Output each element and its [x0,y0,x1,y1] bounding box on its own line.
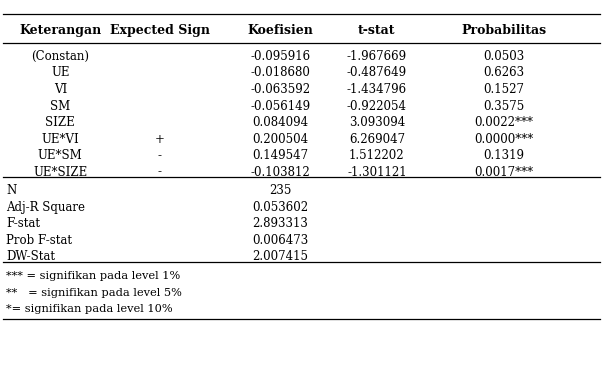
Text: UE: UE [51,66,69,80]
Text: UE*VI: UE*VI [42,133,79,146]
Text: F-stat: F-stat [6,217,40,230]
Text: 2.007415: 2.007415 [253,250,308,263]
Text: 2.893313: 2.893313 [253,217,308,230]
Text: 0.0017***: 0.0017*** [474,166,533,178]
Text: Expected Sign: Expected Sign [110,24,210,37]
Text: UE*SIZE: UE*SIZE [33,166,87,178]
Text: N: N [6,184,16,197]
Text: -0.103812: -0.103812 [250,166,311,178]
Text: -0.018680: -0.018680 [250,66,311,80]
Text: -0.063592: -0.063592 [250,83,311,96]
Text: -1.967669: -1.967669 [347,50,407,63]
Text: **   = signifikan pada level 5%: ** = signifikan pada level 5% [6,288,182,298]
Text: 3.093094: 3.093094 [349,116,405,129]
Text: Koefisien: Koefisien [247,24,314,37]
Text: -: - [158,149,162,162]
Text: Keterangan: Keterangan [19,24,101,37]
Text: -0.056149: -0.056149 [250,100,311,113]
Text: 0.1527: 0.1527 [483,83,524,96]
Text: Adj-R Square: Adj-R Square [6,201,85,214]
Text: *** = signifikan pada level 1%: *** = signifikan pada level 1% [6,272,180,281]
Text: -0.922054: -0.922054 [347,100,407,113]
Text: 0.0503: 0.0503 [483,50,524,63]
Text: 0.3575: 0.3575 [483,100,524,113]
Text: -1.301121: -1.301121 [347,166,406,178]
Text: 6.269047: 6.269047 [349,133,405,146]
Text: 0.1319: 0.1319 [483,149,524,162]
Text: -0.095916: -0.095916 [250,50,311,63]
Text: 0.006473: 0.006473 [252,234,309,247]
Text: UE*SM: UE*SM [38,149,83,162]
Text: -0.487649: -0.487649 [347,66,407,80]
Text: 0.084094: 0.084094 [252,116,309,129]
Text: 0.0022***: 0.0022*** [474,116,533,129]
Text: Prob F-stat: Prob F-stat [6,234,72,247]
Text: 1.512202: 1.512202 [349,149,405,162]
Text: Probabilitas: Probabilitas [461,24,546,37]
Text: -1.434796: -1.434796 [347,83,407,96]
Text: 235: 235 [269,184,292,197]
Text: SM: SM [50,100,71,113]
Text: -: - [158,166,162,178]
Text: 0.200504: 0.200504 [252,133,309,146]
Text: 0.6263: 0.6263 [483,66,524,80]
Text: (Constan): (Constan) [31,50,89,63]
Text: t-stat: t-stat [358,24,396,37]
Text: VI: VI [54,83,67,96]
Text: SIZE: SIZE [45,116,75,129]
Text: 0.0000***: 0.0000*** [474,133,533,146]
Text: 0.053602: 0.053602 [252,201,309,214]
Text: *= signifikan pada level 10%: *= signifikan pada level 10% [6,304,172,314]
Text: +: + [155,133,165,146]
Text: DW-Stat: DW-Stat [6,250,55,263]
Text: 0.149547: 0.149547 [252,149,309,162]
